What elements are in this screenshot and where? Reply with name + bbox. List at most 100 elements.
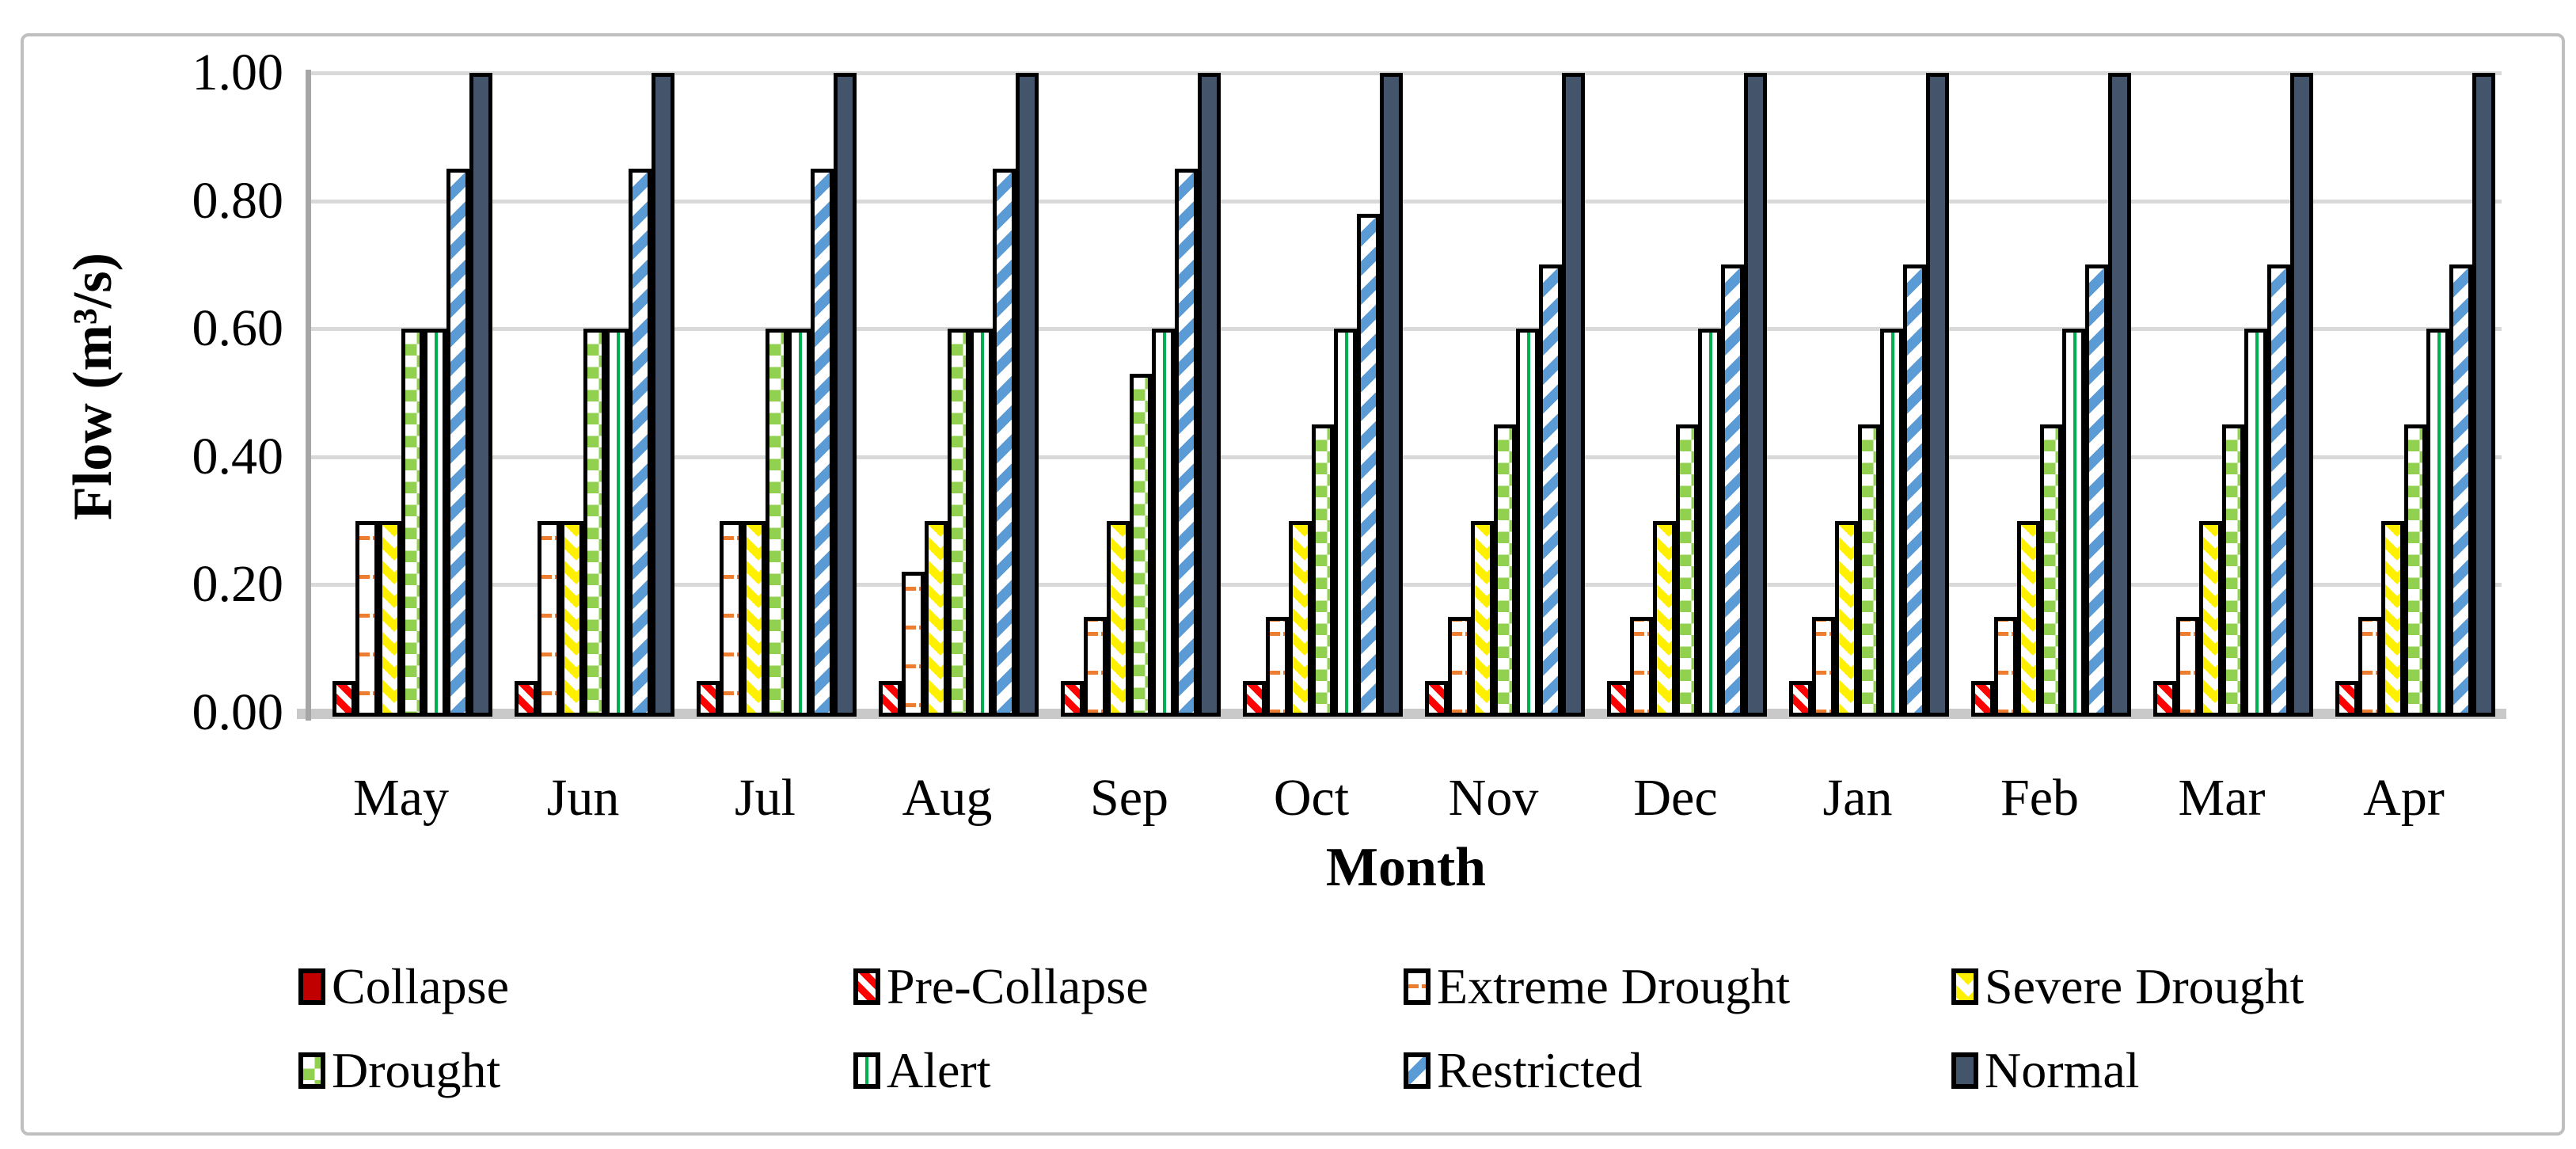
gridline-0.60 <box>306 327 2502 332</box>
bar-restricted-nov <box>1539 264 1562 717</box>
bar-severe-drought-jan <box>1834 520 1858 717</box>
legend-swatch-drought <box>298 1052 325 1089</box>
bar-severe-drought-sep <box>1106 520 1130 717</box>
x-tick-label-mar: Mar <box>2178 769 2266 827</box>
legend-label: Drought <box>332 1042 501 1098</box>
bar-extreme-drought-may <box>355 520 378 717</box>
legend-swatch-pre-collapse <box>853 968 880 1005</box>
bar-alert-jun <box>606 329 629 717</box>
bar-extreme-drought-oct <box>1266 616 1289 717</box>
bar-pre-collapse-may <box>332 680 355 717</box>
x-tick-label-sep: Sep <box>1090 769 1168 827</box>
legend-swatch-collapse <box>298 968 325 1005</box>
legend-item-pre-collapse: Pre-Collapse <box>853 951 1149 1022</box>
bar-normal-jun <box>651 73 674 717</box>
legend-item-extreme-drought: Extreme Drought <box>1404 951 1790 1022</box>
gridline-0.40 <box>306 455 2502 459</box>
legend-label: Pre-Collapse <box>887 958 1149 1014</box>
legend-label: Severe Drought <box>1985 958 2304 1014</box>
bar-alert-dec <box>1698 329 1721 717</box>
bar-severe-drought-aug <box>924 520 948 717</box>
legend-label: Alert <box>887 1042 991 1098</box>
y-tick-label: 0.60 <box>192 299 284 358</box>
bar-severe-drought-mar <box>2198 520 2222 717</box>
bar-severe-drought-feb <box>2016 520 2040 717</box>
bar-pre-collapse-nov <box>1425 680 1448 717</box>
gridline-0.20 <box>306 583 2502 588</box>
bar-restricted-may <box>446 169 469 717</box>
bar-drought-dec <box>1675 424 1699 717</box>
bar-restricted-oct <box>1357 213 1380 717</box>
bar-pre-collapse-jun <box>515 680 538 717</box>
bar-extreme-drought-apr <box>2358 616 2381 717</box>
bar-drought-may <box>401 329 424 717</box>
bar-drought-mar <box>2221 424 2245 717</box>
bar-normal-may <box>469 73 492 717</box>
bar-pre-collapse-jan <box>1789 680 1812 717</box>
bar-alert-may <box>424 329 446 717</box>
y-axis-line <box>306 70 311 721</box>
bar-extreme-drought-dec <box>1630 616 1653 717</box>
bar-extreme-drought-jul <box>720 520 743 717</box>
bar-restricted-jun <box>629 169 652 717</box>
bar-severe-drought-dec <box>1652 520 1676 717</box>
bar-severe-drought-jun <box>560 520 583 717</box>
bar-severe-drought-oct <box>1288 520 1312 717</box>
bar-restricted-apr <box>2449 264 2472 717</box>
y-tick-label: 0.40 <box>192 427 284 485</box>
bar-restricted-aug <box>993 169 1016 717</box>
bar-alert-jul <box>788 329 811 717</box>
bar-extreme-drought-nov <box>1448 616 1471 717</box>
bar-restricted-dec <box>1721 264 1744 717</box>
bar-pre-collapse-aug <box>879 680 902 717</box>
bar-restricted-feb <box>2085 264 2108 717</box>
bar-alert-oct <box>1334 329 1357 717</box>
bar-extreme-drought-aug <box>902 572 925 717</box>
bar-extreme-drought-jun <box>538 520 560 717</box>
bar-alert-nov <box>1516 329 1539 717</box>
bar-alert-mar <box>2244 329 2267 717</box>
gridline-0.80 <box>306 199 2502 204</box>
x-tick-label-dec: Dec <box>1633 769 1718 827</box>
bar-alert-aug <box>970 329 993 717</box>
bar-pre-collapse-apr <box>2335 680 2358 717</box>
legend-item-drought: Drought <box>298 1035 500 1106</box>
y-tick-label: 1.00 <box>192 44 284 101</box>
legend-label: Normal <box>1985 1042 2140 1098</box>
x-tick-label-nov: Nov <box>1448 769 1539 827</box>
bar-pre-collapse-mar <box>2153 680 2176 717</box>
bar-restricted-sep <box>1175 169 1198 717</box>
bar-pre-collapse-feb <box>1971 680 1994 717</box>
bar-normal-jan <box>1925 73 1949 717</box>
bar-severe-drought-may <box>378 520 401 717</box>
bar-normal-nov <box>1561 73 1585 717</box>
bar-drought-apr <box>2403 424 2427 717</box>
bar-drought-sep <box>1129 373 1153 717</box>
legend-label: Collapse <box>332 958 509 1014</box>
x-axis-title: Month <box>1325 837 1487 898</box>
x-tick-label-oct: Oct <box>1273 769 1350 827</box>
bar-drought-nov <box>1493 424 1517 717</box>
bar-normal-dec <box>1743 73 1767 717</box>
legend-item-normal: Normal <box>1951 1035 2140 1106</box>
legend-swatch-restricted <box>1404 1052 1430 1089</box>
x-tick-label-jun: Jun <box>546 769 620 827</box>
bar-normal-oct <box>1379 73 1403 717</box>
bar-drought-jan <box>1857 424 1881 717</box>
bar-severe-drought-nov <box>1470 520 1494 717</box>
y-tick-label: 0.20 <box>192 555 284 614</box>
legend-swatch-alert <box>853 1052 880 1089</box>
legend-item-restricted: Restricted <box>1404 1035 1642 1106</box>
legend-swatch-severe-drought <box>1951 968 1978 1005</box>
bar-severe-drought-apr <box>2380 520 2404 717</box>
x-tick-label-aug: Aug <box>902 769 993 827</box>
bar-extreme-drought-sep <box>1084 616 1107 717</box>
legend-label: Extreme Drought <box>1437 958 1791 1014</box>
bar-normal-mar <box>2289 73 2313 717</box>
bar-alert-feb <box>2062 329 2085 717</box>
bar-pre-collapse-sep <box>1061 680 1084 717</box>
legend-item-collapse: Collapse <box>298 951 509 1022</box>
legend-label: Restricted <box>1437 1042 1643 1098</box>
legend-swatch-normal <box>1951 1052 1978 1089</box>
